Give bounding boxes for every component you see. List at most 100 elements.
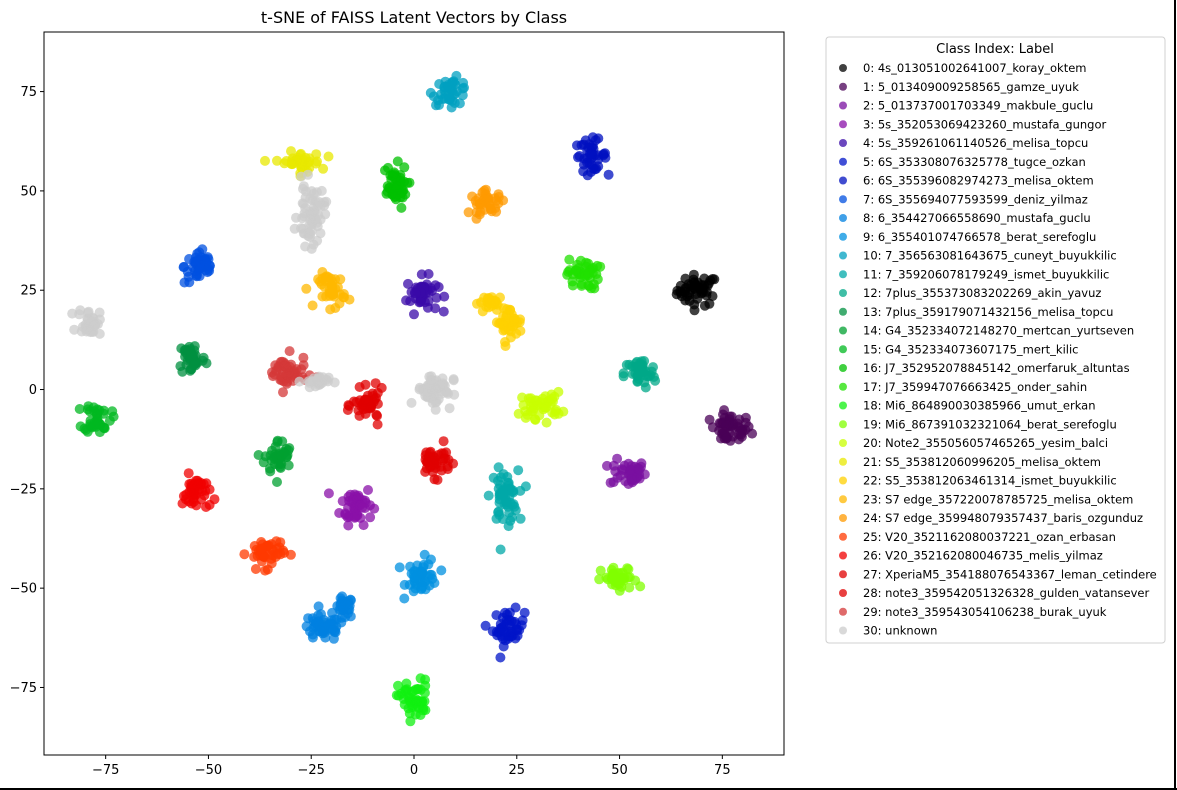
data-point — [572, 259, 583, 270]
legend-marker — [839, 420, 847, 429]
series-16-points — [380, 156, 415, 213]
data-point — [491, 206, 502, 217]
series-27-points — [420, 436, 459, 485]
series-26-points — [177, 468, 220, 512]
data-point — [372, 419, 383, 430]
data-point — [360, 394, 371, 405]
series-10-points — [425, 70, 469, 113]
series-25-points — [239, 536, 296, 576]
legend-label: 26: V20_352162080046735_melis_yilmaz — [863, 549, 1103, 563]
data-point — [483, 198, 494, 209]
y-tick-label: 25 — [20, 284, 37, 299]
data-point — [281, 362, 292, 373]
legend-label: 22: S5_353812063461314_ismet_buyukkilic — [863, 474, 1117, 488]
data-point — [417, 567, 428, 577]
series-6-points — [572, 132, 614, 181]
series-28-points — [342, 378, 387, 430]
data-point — [415, 297, 426, 307]
data-point — [354, 382, 365, 392]
legend-label: 5: 6S_353308076325778_tugce_ozkan — [863, 155, 1086, 169]
data-point — [578, 159, 589, 170]
legend-marker — [839, 439, 847, 447]
data-point — [434, 79, 445, 89]
data-point — [463, 207, 474, 218]
data-point — [576, 280, 587, 291]
data-point — [498, 489, 509, 500]
data-point — [195, 263, 206, 274]
data-point — [511, 328, 522, 339]
data-point — [420, 454, 431, 465]
data-point — [343, 400, 354, 411]
data-point — [493, 507, 504, 518]
data-point — [426, 393, 437, 404]
data-point — [92, 419, 103, 430]
data-point — [298, 183, 308, 194]
data-point — [602, 460, 612, 471]
data-point — [74, 404, 85, 414]
data-point — [480, 184, 491, 195]
legend-title: Class Index: Label — [936, 42, 1054, 57]
data-point — [707, 291, 718, 302]
legend-marker — [839, 551, 847, 560]
data-point — [323, 488, 334, 499]
legend-marker — [839, 176, 847, 185]
data-point — [258, 457, 269, 468]
data-point — [635, 581, 646, 592]
data-point — [436, 565, 447, 576]
data-point — [90, 319, 100, 330]
y-tick-label: 50 — [20, 184, 37, 199]
data-point — [448, 76, 459, 87]
legend-marker — [839, 382, 847, 391]
data-point — [256, 543, 267, 554]
x-tick-label: −25 — [298, 763, 325, 778]
data-point — [590, 135, 601, 146]
data-point — [718, 409, 728, 420]
data-point — [610, 466, 621, 477]
data-point — [441, 447, 452, 458]
legend-marker — [839, 607, 847, 616]
legend-marker — [839, 514, 847, 522]
data-point — [354, 410, 365, 421]
legend-label: 21: S5_353812060996205_melisa_oktem — [863, 455, 1101, 469]
data-point — [511, 619, 521, 630]
series-7-points — [178, 244, 215, 288]
data-point — [337, 597, 348, 607]
data-point — [94, 328, 105, 339]
data-point — [592, 274, 603, 285]
legend-marker — [839, 307, 847, 316]
data-point — [497, 625, 508, 635]
legend-label: 1: 5_013409009258565_gamze_uyuk — [863, 80, 1079, 94]
data-point — [260, 155, 270, 166]
x-tick-label: −50 — [195, 763, 222, 778]
data-point — [680, 273, 691, 284]
data-point — [363, 485, 373, 495]
data-point — [425, 446, 436, 457]
scatter-points — [67, 70, 758, 727]
legend-marker — [839, 401, 847, 410]
legend-label: 7: 6S_355694077593599_deniz_yilmaz — [863, 192, 1088, 206]
data-point — [430, 280, 441, 291]
x-tick-label: 25 — [509, 763, 526, 778]
data-point — [423, 296, 434, 307]
data-point — [83, 306, 94, 317]
legend-marker — [839, 589, 847, 597]
data-point — [69, 324, 80, 335]
data-point — [313, 610, 324, 621]
data-point — [722, 432, 732, 443]
legend-marker — [839, 570, 847, 579]
data-point — [271, 536, 282, 547]
data-point — [445, 93, 455, 104]
data-point — [442, 387, 452, 398]
data-point — [368, 397, 379, 408]
data-point — [272, 477, 282, 487]
plot-area-frame — [43, 31, 785, 756]
data-point — [303, 169, 313, 180]
window-bottom-edge — [0, 788, 1177, 790]
y-tick-label: 75 — [20, 85, 37, 100]
data-point — [400, 686, 411, 696]
data-point — [690, 289, 701, 300]
data-point — [551, 404, 562, 415]
data-point — [300, 241, 311, 252]
data-point — [541, 402, 552, 413]
data-point — [432, 474, 443, 485]
